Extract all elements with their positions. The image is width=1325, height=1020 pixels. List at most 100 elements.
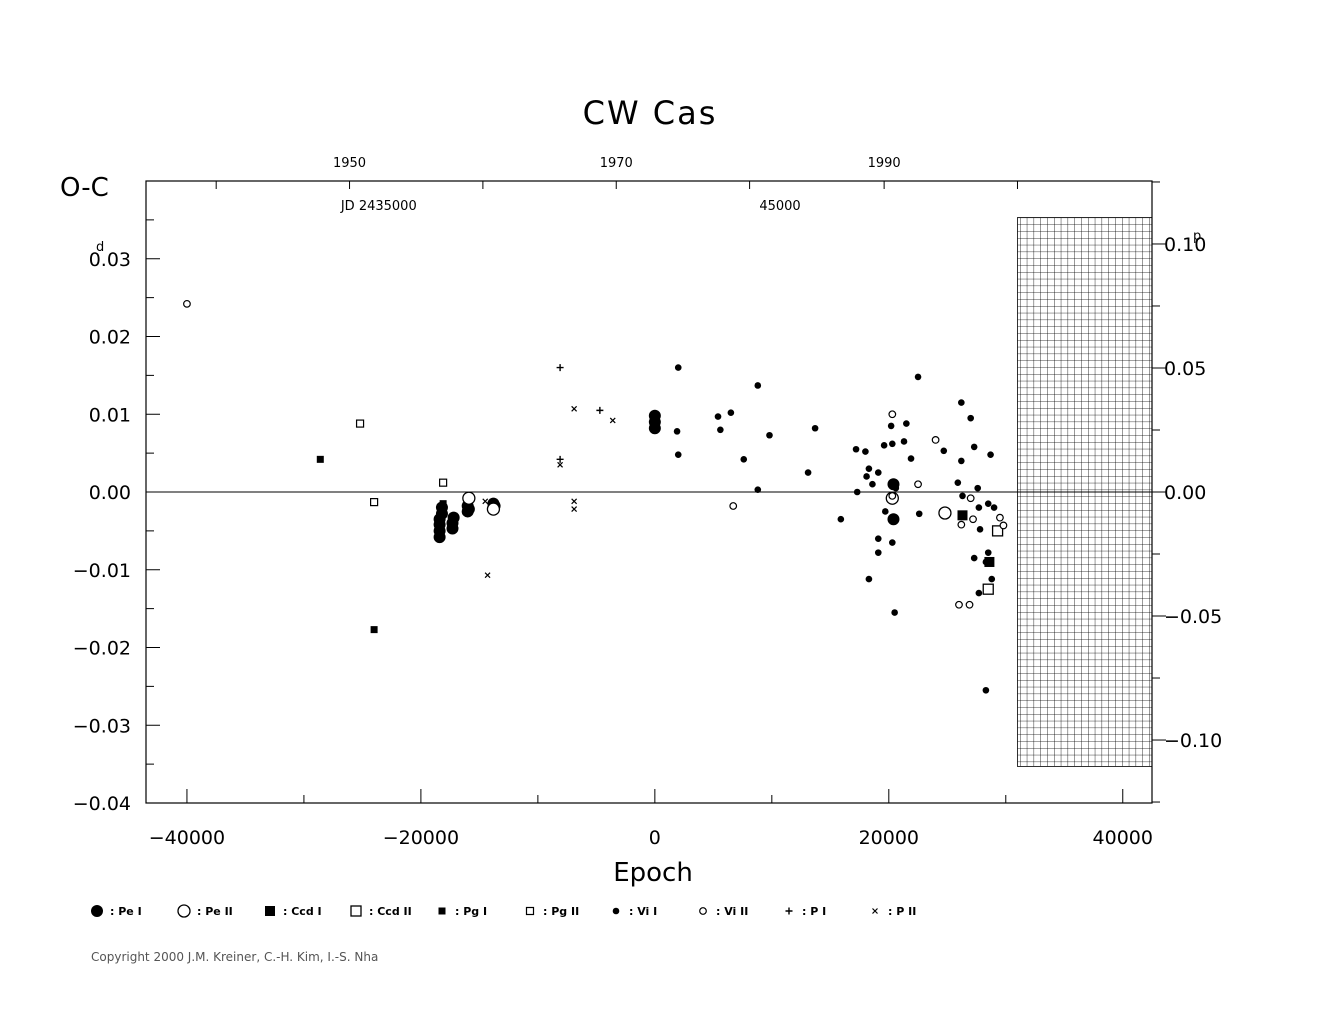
data-point (862, 448, 869, 455)
data-point (903, 420, 910, 427)
data-point (874, 469, 882, 476)
data-point (556, 455, 564, 463)
legend-label: : P II (888, 905, 916, 918)
data-point (740, 456, 748, 463)
series-vi-i (673, 364, 998, 694)
data-point (571, 498, 578, 505)
series-p-i (556, 364, 604, 463)
series-ccd-i (957, 510, 995, 567)
axis-ticks (146, 181, 1166, 804)
data-point (447, 511, 460, 524)
legend-item: : Pg II (525, 905, 579, 918)
y-left-unit-label: d (96, 240, 104, 255)
legend-label: : Vi II (716, 905, 748, 918)
legend-item: : Pe II (177, 904, 233, 918)
data-point (938, 506, 952, 520)
data-point (571, 405, 578, 412)
legend-marker (265, 906, 275, 916)
data-point (907, 455, 915, 462)
data-point (462, 503, 475, 516)
data-point (887, 513, 900, 526)
data-point (982, 686, 990, 694)
data-point (881, 508, 889, 515)
y-left-tick-label: −0.03 (73, 715, 131, 737)
legend-item: : Ccd II (350, 905, 412, 918)
data-point (596, 406, 604, 414)
x-axis-label: Epoch (613, 858, 693, 888)
data-point (674, 364, 682, 371)
legend-marker (177, 904, 191, 918)
data-point (727, 409, 735, 416)
data-point (954, 479, 962, 486)
data-point (967, 414, 974, 422)
data-point (863, 473, 870, 480)
legend-label: : Ccd I (283, 905, 322, 918)
data-point (571, 506, 578, 513)
y-left-tick-label: 0.02 (89, 327, 131, 349)
data-point (959, 492, 966, 500)
chart-title: CW Cas (583, 94, 718, 132)
y-left-tick-label: 0.00 (89, 482, 131, 504)
data-point (674, 451, 682, 458)
data-point (754, 382, 762, 389)
series-vi-ii (183, 299, 1008, 609)
data-point (974, 484, 982, 492)
data-point (811, 424, 819, 432)
data-point (484, 572, 491, 579)
data-point (958, 399, 965, 406)
data-point (869, 480, 876, 488)
data-points (183, 299, 1008, 694)
data-point (874, 549, 882, 556)
legend-label: : Pg II (543, 905, 579, 918)
x-tick-label: −40000 (149, 827, 225, 849)
data-point (891, 609, 898, 616)
data-point (370, 498, 379, 507)
data-point (370, 626, 378, 634)
y-axis-label: O-C (60, 173, 109, 203)
x-tick-label: 0 (649, 827, 661, 849)
data-point (556, 364, 564, 372)
legend-item: : Ccd I (265, 905, 322, 918)
y-right-tick-label: −0.05 (1164, 606, 1222, 628)
data-point (892, 484, 900, 492)
y-right-unit-label: p (1193, 229, 1201, 244)
y-right-tick-label: 0.00 (1164, 482, 1206, 504)
data-point (609, 417, 616, 424)
legend-label: : Ccd II (369, 905, 412, 918)
axis-tick-labels: −40000 −20000 0 20000 40000 1950 1970 1990 JD 24… (73, 156, 1222, 849)
data-point (486, 502, 501, 516)
data-point (766, 431, 773, 439)
data-point (955, 600, 963, 609)
data-point (999, 521, 1008, 530)
top-year-label: 1990 (868, 156, 901, 171)
legend-item: : Vi II (699, 905, 748, 918)
data-point (940, 447, 948, 455)
top-year-label: 1950 (333, 156, 366, 171)
jd-label: 45000 (759, 199, 800, 214)
legend-item: : P II (872, 905, 916, 918)
x-tick-label: −20000 (383, 827, 459, 849)
data-point (462, 491, 476, 505)
legend-label: : P I (802, 905, 826, 918)
data-point (991, 525, 1004, 537)
series-pe-i (433, 409, 900, 544)
data-point (984, 556, 995, 567)
data-point (874, 535, 882, 542)
series-p-ii (482, 405, 616, 579)
data-point (996, 513, 1004, 522)
data-point (837, 515, 845, 523)
y-left-tick-label: 0.03 (89, 249, 131, 271)
data-point (717, 426, 724, 434)
legend-item: : Pg I (438, 905, 487, 918)
data-point (853, 488, 861, 496)
y-left-tick-label: −0.02 (73, 638, 131, 660)
data-point (957, 520, 966, 529)
data-point (958, 457, 965, 465)
data-point (183, 299, 191, 308)
data-point (965, 600, 974, 609)
data-point (975, 589, 983, 597)
data-point (969, 515, 977, 524)
data-point (355, 419, 365, 428)
y-left-tick-label: −0.01 (73, 560, 131, 582)
